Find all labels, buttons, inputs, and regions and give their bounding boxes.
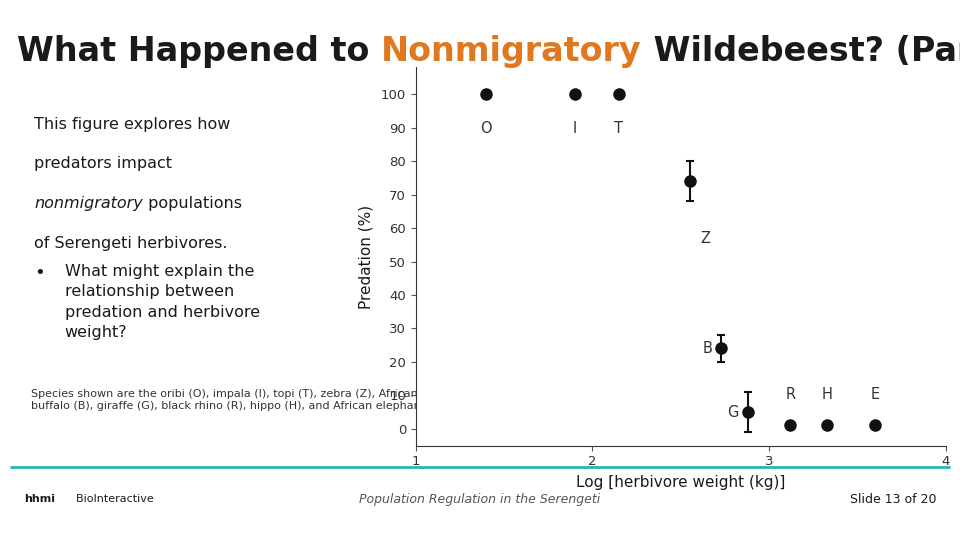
Text: Nonmigratory: Nonmigratory [381, 35, 642, 68]
Text: Population Regulation in the Serengeti: Population Regulation in the Serengeti [359, 493, 601, 506]
Text: I: I [572, 121, 577, 136]
Text: What Happened to: What Happened to [17, 35, 381, 68]
Text: populations: populations [143, 196, 242, 211]
Text: T: T [614, 121, 623, 136]
Y-axis label: Predation (%): Predation (%) [359, 205, 373, 308]
Text: What might explain the
relationship between
predation and herbivore
weight?: What might explain the relationship betw… [64, 264, 260, 340]
Text: O: O [481, 121, 492, 136]
Text: R: R [785, 387, 795, 402]
Text: H: H [822, 387, 832, 402]
Text: Slide 13 of 20: Slide 13 of 20 [850, 493, 936, 506]
Text: •: • [35, 264, 45, 282]
Text: Species shown are the oribi (O), impala (I), topi (T), zebra (Z), African
buffal: Species shown are the oribi (O), impala … [31, 389, 447, 411]
Text: BioInteractive: BioInteractive [69, 495, 154, 504]
Text: predators impact: predators impact [35, 156, 173, 171]
Text: B: B [703, 341, 712, 356]
Text: E: E [871, 387, 879, 402]
X-axis label: Log [herbivore weight (kg)]: Log [herbivore weight (kg)] [576, 475, 785, 490]
Text: nonmigratory: nonmigratory [35, 196, 143, 211]
Text: This figure explores how: This figure explores how [35, 117, 230, 132]
Text: G: G [728, 404, 739, 420]
Text: of Serengeti herbivores.: of Serengeti herbivores. [35, 235, 228, 251]
Text: Z: Z [700, 232, 710, 246]
Text: Wildebeest? (Part A): Wildebeest? (Part A) [642, 35, 960, 68]
Text: hhmi: hhmi [24, 495, 55, 504]
